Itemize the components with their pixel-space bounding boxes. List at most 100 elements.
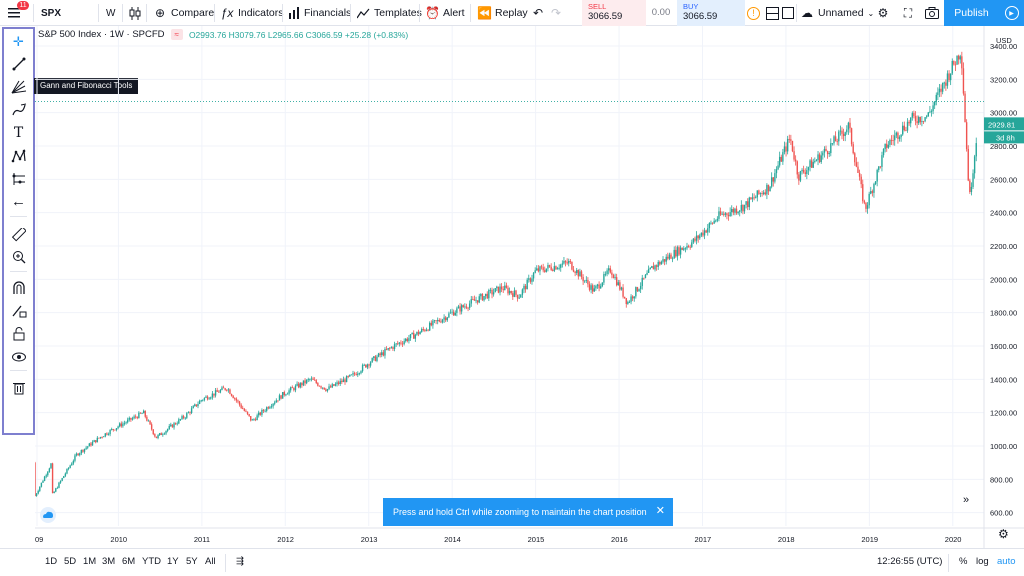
range-1d[interactable]: 1D (45, 556, 58, 567)
info-button[interactable]: ! (747, 0, 760, 26)
candle-body (863, 201, 866, 203)
candle-body (732, 209, 735, 213)
replay-button[interactable]: ⏪ Replay (477, 0, 528, 26)
indicators-button[interactable]: ƒx Indicators (220, 0, 284, 26)
crosshair-tool[interactable]: ✛ (4, 32, 33, 52)
scroll-to-realtime-button[interactable]: » (958, 492, 974, 508)
candle-body (401, 343, 404, 345)
sell-button[interactable]: SELL 3066.59 (582, 0, 646, 26)
forecast-tool[interactable] (4, 169, 33, 189)
compare-button[interactable]: ⊕ Compare (153, 0, 214, 26)
rewind-icon: ⏪ (477, 6, 492, 20)
auto-scale-button[interactable]: auto (997, 556, 1016, 567)
candle-body (810, 160, 813, 168)
financials-button[interactable]: Financials (288, 0, 351, 26)
candle-body (922, 121, 925, 122)
candle-body (655, 265, 658, 267)
zoom-tool[interactable] (4, 247, 33, 267)
fullscreen-button[interactable]: ⛶ (901, 0, 915, 26)
candle-body (365, 364, 367, 368)
trend-line-tool[interactable] (4, 54, 33, 74)
redo-button[interactable]: ↷ (549, 0, 563, 26)
candle-body (317, 383, 319, 386)
y-tick-label: 2200.00 (990, 242, 1017, 251)
zoom-hint-toast: Press and hold Ctrl while zooming to mai… (383, 498, 673, 526)
candle-body (222, 387, 225, 389)
candle-body (719, 211, 722, 215)
date-range-button[interactable]: ⇶ (236, 556, 244, 567)
log-scale-button[interactable]: log (976, 556, 989, 567)
settings-button[interactable]: ⚙ (876, 0, 890, 26)
buy-button[interactable]: BUY 3066.59 (677, 0, 745, 26)
lock-drawings-tool[interactable] (4, 301, 33, 321)
percent-scale-button[interactable]: % (959, 556, 968, 567)
candle-body (146, 416, 148, 421)
range-5d[interactable]: 5D (64, 556, 77, 567)
range-6m[interactable]: 6M (122, 556, 136, 567)
measure-tool[interactable] (4, 225, 33, 245)
candle-body (707, 228, 709, 233)
gann-fibonacci-tool[interactable] (4, 77, 33, 97)
templates-button[interactable]: Templates (357, 0, 422, 26)
range-1m[interactable]: 1M (83, 556, 97, 567)
candle-body (571, 261, 573, 270)
legend-title[interactable]: S&P 500 Index · 1W · SPCFD (38, 29, 165, 40)
range-3m[interactable]: 3M (102, 556, 116, 567)
candle-body (366, 364, 369, 368)
candle-body (584, 280, 586, 282)
candle-body (277, 400, 279, 402)
close-icon[interactable]: ✕ (655, 505, 665, 517)
remove-drawings-tool[interactable] (4, 378, 33, 398)
chart-legend: S&P 500 Index · 1W · SPCFD ≈ O2993.76 H3… (38, 29, 408, 40)
x-tick-label: 2015 (528, 535, 545, 544)
candle-body (890, 140, 893, 141)
candle-body (454, 312, 456, 316)
range-5y[interactable]: 5Y (186, 556, 198, 567)
candle-body (542, 267, 544, 271)
undo-button[interactable]: ↶ (531, 0, 545, 26)
save-layout-button[interactable]: ☁ Unnamed ⌄ (800, 0, 874, 26)
lock-tool[interactable] (4, 324, 33, 344)
clock[interactable]: 12:26:55 (UTC) (877, 556, 943, 567)
candle-body (128, 417, 130, 420)
play-button[interactable]: ▶ (999, 0, 1024, 26)
range-all[interactable]: All (205, 556, 216, 567)
range-ytd[interactable]: YTD (142, 556, 161, 567)
candle-body (726, 213, 728, 216)
candle-body (237, 400, 239, 402)
magnet-tool[interactable] (4, 278, 33, 298)
interval-button[interactable]: W (106, 7, 116, 19)
chart-settings-gear-icon[interactable]: ⚙ (998, 527, 1009, 541)
menu-button[interactable] (8, 0, 20, 26)
visibility-tool[interactable] (4, 347, 33, 367)
tradingview-logo[interactable] (40, 507, 56, 523)
candle-body (333, 384, 335, 386)
candle-body (536, 268, 538, 271)
candle-body (436, 320, 439, 322)
symbol-search-button[interactable]: SPX (41, 7, 62, 19)
range-1y[interactable]: 1Y (167, 556, 179, 567)
candle-body (422, 329, 425, 330)
layout-grid-button[interactable] (766, 0, 779, 26)
pattern-tool[interactable] (4, 146, 33, 166)
x-tick-label: 2012 (277, 535, 294, 544)
symbol-flag[interactable]: ≈ (170, 29, 183, 40)
snapshot-button[interactable] (925, 0, 939, 26)
chart-type-button[interactable] (129, 0, 141, 26)
candle-body (427, 329, 429, 331)
candle-body (435, 320, 437, 322)
fullscreen-toggle-button[interactable] (782, 0, 794, 26)
alert-button[interactable]: ⏰ Alert (425, 0, 465, 26)
candle-body (793, 151, 795, 160)
publish-button[interactable]: Publish (944, 0, 999, 26)
candle-body (297, 383, 300, 388)
candles-icon (129, 6, 141, 20)
price-chart[interactable]: 3400.00 3200.00 3000.00 2800.00 2600.00 2400.… (35, 26, 1024, 548)
brush-tool[interactable] (4, 100, 33, 120)
candle-body (114, 429, 116, 431)
back-tool[interactable]: ← (4, 192, 33, 212)
candle-body (358, 373, 361, 374)
chart-canvas[interactable]: 3400.00 3200.00 3000.00 2800.00 2600.00 2400.… (35, 26, 1024, 548)
candle-body (702, 232, 704, 236)
text-tool[interactable]: T (4, 123, 33, 143)
